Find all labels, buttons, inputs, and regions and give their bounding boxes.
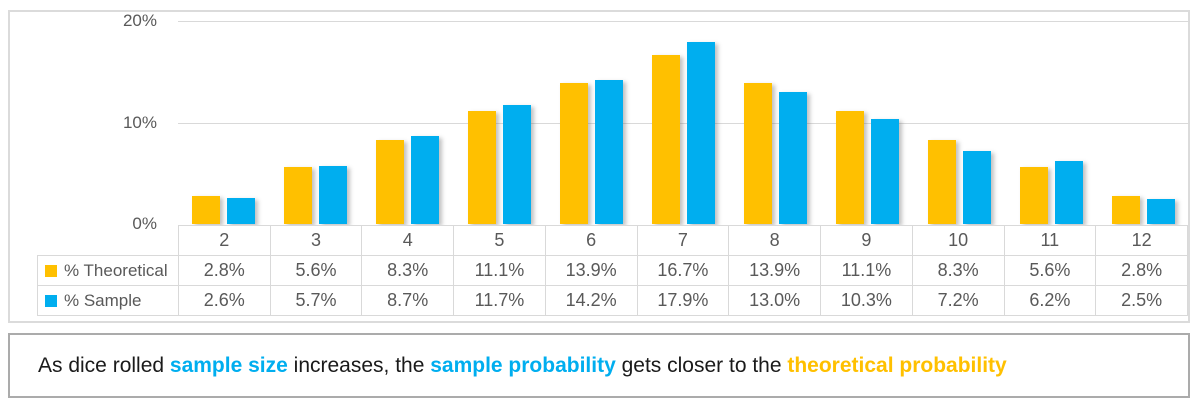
bar-theoretical-8 [744,82,772,224]
caption-segment-4: gets closer to the [615,353,788,377]
legend-key-icon-sample [45,294,57,307]
bar-group-11 [1006,21,1098,224]
bar-theoretical-5 [468,111,496,224]
value-cell-theoretical-10: 8.3% [911,255,1005,286]
bar-theoretical-3 [284,167,312,224]
x-axis-label-9: 9 [820,225,913,256]
table-row-sample: % Sample 2.6% 5.7% 8.7% 11.7% 14.2% 17.9% 13.0%… [37,285,1188,316]
data-table: 2 3 4 5 6 7 8 9 10 11 12% Theoretical 2.8% 5.6% 8.3% 1… [37,225,1188,316]
value-cell-sample-4: 8.7% [361,285,455,316]
bar-theoretical-11 [1020,167,1048,224]
bar-group-3 [270,21,362,224]
x-axis-label-11: 11 [1003,225,1097,256]
gridline-20 [178,21,1190,22]
value-cell-sample-12: 2.5% [1095,285,1188,316]
value-cell-sample-8: 13.0% [728,285,822,316]
bar-sample-7 [687,42,715,224]
bar-group-12 [1098,21,1190,224]
x-axis-label-8: 8 [728,225,822,256]
bar-sample-12 [1147,198,1175,224]
value-cell-sample-5: 11.7% [453,285,546,316]
y-axis-tick-10: 10% [122,112,157,132]
value-cell-theoretical-8: 13.9% [728,255,822,286]
x-axis-label-3: 3 [269,225,363,256]
value-cell-sample-11: 6.2% [1003,285,1097,316]
x-axis-label-7: 7 [636,225,730,256]
bar-sample-3 [319,166,347,224]
legend-cell-theoretical: % Theoretical [37,255,179,286]
bar-group-7 [638,21,730,224]
value-cell-theoretical-6: 13.9% [544,255,638,286]
legend-key-icon-theoretical [45,264,57,277]
bar-theoretical-2 [192,195,220,224]
legend-label-sample: % Sample [64,290,142,310]
value-cell-theoretical-2: 2.8% [177,255,271,286]
value-cell-theoretical-4: 8.3% [361,255,455,286]
x-axis-label-6: 6 [544,225,638,256]
value-cell-theoretical-11: 5.6% [1003,255,1097,286]
bar-sample-5 [503,105,531,224]
value-cell-theoretical-7: 16.7% [636,255,730,286]
x-axis-label-10: 10 [911,225,1005,256]
x-axis-label-12: 12 [1095,225,1188,256]
bar-group-4 [362,21,454,224]
bar-theoretical-6 [560,82,588,224]
bar-sample-4 [411,135,439,224]
caption-panel: As dice rolled sample size increases, th… [8,333,1190,398]
caption-segment-5: theoretical probability [787,353,1007,377]
value-cell-theoretical-3: 5.6% [269,255,363,286]
caption-segment-2: increases, the [287,353,431,377]
bar-theoretical-10 [928,139,956,224]
bar-theoretical-4 [376,139,404,224]
table-row-theoretical: % Theoretical 2.8% 5.6% 8.3% 11.1% 13.9% 16.7%… [37,255,1188,286]
bar-group-10 [914,21,1006,224]
x-axis-label-5: 5 [453,225,546,256]
table-header-row: 2 3 4 5 6 7 8 9 10 11 12 [38,225,1188,256]
legend-label-theoretical: % Theoretical [64,260,168,280]
bar-theoretical-7 [652,54,680,224]
value-cell-sample-3: 5.7% [269,285,363,316]
caption-segment-1: sample size [169,353,288,377]
table-body: 2 3 4 5 6 7 8 9 10 11 12% Theoretical 2.8% 5.6% 8.3% 1… [37,225,1188,316]
bar-theoretical-9 [836,111,864,224]
bar-sample-2 [227,197,255,224]
chart-panel: 2 3 4 5 6 7 8 9 10 11 12% Theoretical 2.8% 5.6% 8.3% 1… [8,10,1190,323]
caption-segment-0: As dice rolled [38,353,170,377]
bar-group-8 [730,21,822,224]
gridline-10 [178,122,1190,124]
value-cell-sample-9: 10.3% [820,285,913,316]
caption-segment-3: sample probability [430,353,616,377]
caption-text: As dice rolled sample size increases, th… [38,354,1007,378]
bar-group-9 [822,21,914,224]
bar-sample-6 [595,79,623,224]
bar-sample-8 [779,92,807,224]
value-cell-sample-6: 14.2% [544,285,638,316]
bar-theoretical-12 [1112,195,1140,224]
bar-sample-10 [963,150,991,224]
bar-group-6 [546,21,638,224]
bar-sample-11 [1055,161,1083,224]
y-axis-tick-0: 0% [132,214,157,233]
bar-sample-9 [871,119,899,224]
y-axis-tick-20: 20% [122,11,157,30]
value-cell-sample-7: 17.9% [636,285,730,316]
value-cell-sample-10: 7.2% [911,285,1005,316]
legend-cell-sample: % Sample [37,285,179,316]
value-cell-theoretical-5: 11.1% [453,255,546,286]
value-cell-theoretical-9: 11.1% [820,255,913,286]
x-axis-label-2: 2 [177,225,271,256]
value-cell-sample-2: 2.6% [177,285,271,316]
plot-area [178,21,1190,224]
bar-group-5 [454,21,546,224]
x-axis-label-4: 4 [361,225,455,256]
value-cell-theoretical-12: 2.8% [1095,255,1188,286]
bar-group-2 [178,21,270,224]
